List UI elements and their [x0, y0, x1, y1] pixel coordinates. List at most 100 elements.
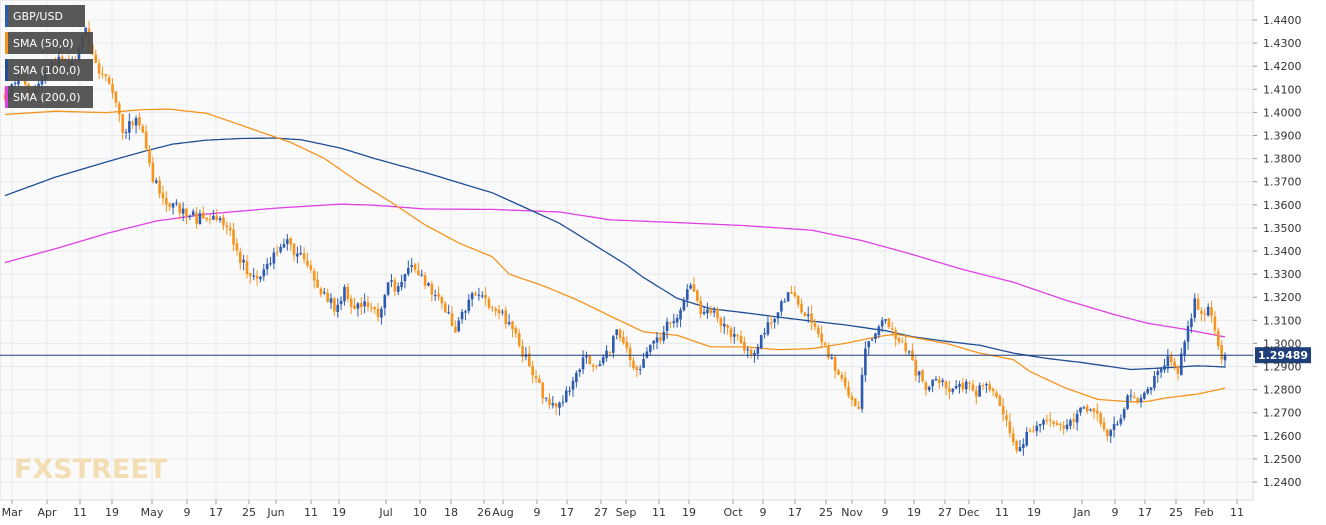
legend-item: SMA (50,0)	[5, 32, 93, 54]
candle	[1011, 427, 1015, 446]
candle	[769, 315, 773, 330]
candle	[786, 291, 790, 303]
y-tick-label: 1.3900	[1263, 130, 1302, 143]
candle	[430, 280, 434, 302]
candle	[262, 264, 266, 281]
candle	[1193, 293, 1197, 322]
candle	[709, 305, 713, 316]
candle	[1065, 419, 1069, 432]
candle	[1062, 421, 1065, 435]
candle	[669, 321, 672, 328]
candle	[101, 66, 104, 79]
candle	[141, 124, 145, 133]
candle	[897, 336, 901, 345]
candle	[618, 328, 622, 342]
x-tick-label: 9	[534, 506, 541, 519]
candle	[1153, 371, 1156, 391]
candle	[662, 325, 666, 344]
candle	[544, 397, 548, 402]
legend-item: GBP/USD	[5, 5, 85, 27]
candle	[443, 301, 447, 313]
y-tick-label: 1.2600	[1263, 430, 1302, 443]
candle	[255, 270, 259, 286]
candle	[729, 325, 733, 344]
candle	[1119, 414, 1123, 427]
candle	[259, 275, 262, 283]
candle	[1186, 320, 1190, 350]
candle	[887, 317, 891, 329]
x-tick-label: 11	[995, 506, 1009, 519]
y-tick-label: 1.2400	[1263, 476, 1302, 489]
x-tick-label: Sep	[616, 506, 637, 519]
legend-label: SMA (200,0)	[13, 91, 81, 104]
candle	[427, 282, 430, 287]
candle	[410, 258, 413, 273]
candle	[763, 327, 766, 339]
candle	[1146, 386, 1149, 396]
candle	[1106, 428, 1109, 442]
candle	[558, 401, 561, 416]
candle	[376, 302, 380, 323]
candle	[759, 334, 763, 350]
candle	[188, 214, 192, 221]
x-tick-label: May	[141, 506, 164, 519]
y-tick-label: 1.2700	[1263, 407, 1302, 420]
y-tick-label: 1.3700	[1263, 176, 1302, 189]
candle	[218, 216, 222, 223]
candle	[272, 247, 276, 270]
candle	[238, 247, 242, 270]
candle	[228, 222, 232, 237]
candle	[696, 289, 699, 304]
candle	[198, 209, 202, 225]
candle	[1216, 327, 1220, 350]
candle	[205, 217, 208, 222]
candle	[1099, 411, 1102, 427]
candle	[954, 380, 958, 390]
candle	[1095, 403, 1099, 422]
candle	[820, 325, 823, 349]
candle	[417, 262, 420, 277]
candle	[1045, 414, 1049, 425]
candle	[753, 349, 756, 363]
x-tick-label: 18	[444, 506, 458, 519]
candle	[302, 247, 306, 264]
x-tick-label: 17	[788, 506, 802, 519]
candle	[94, 49, 98, 64]
candle	[484, 287, 487, 306]
candle	[1112, 416, 1116, 438]
candle	[833, 355, 837, 379]
candle	[289, 236, 292, 252]
candle	[793, 285, 797, 299]
legend-label: SMA (50,0)	[13, 37, 74, 50]
y-tick-label: 1.4400	[1263, 14, 1302, 27]
candle	[974, 385, 978, 405]
candle	[215, 209, 219, 222]
candle	[1005, 409, 1008, 427]
candle	[1085, 403, 1089, 415]
candle	[514, 325, 518, 338]
candle	[938, 376, 941, 389]
candle	[803, 311, 807, 317]
y-tick-label: 1.2800	[1263, 384, 1302, 397]
candle	[208, 214, 212, 225]
x-tick-label: 9	[760, 506, 767, 519]
candle	[588, 354, 592, 365]
candle	[817, 324, 820, 338]
candle	[1149, 387, 1153, 395]
candle	[497, 305, 501, 320]
candle	[420, 269, 424, 277]
candle	[877, 324, 881, 339]
candle	[235, 238, 239, 256]
candle	[249, 272, 252, 284]
candle	[766, 316, 770, 337]
x-tick-label: 17	[209, 506, 223, 519]
candle	[964, 379, 968, 394]
candle	[564, 386, 568, 404]
candle	[1196, 293, 1200, 311]
y-tick-label: 1.4100	[1263, 83, 1302, 96]
x-tick-label: 11	[652, 506, 666, 519]
candle	[275, 245, 279, 257]
candle	[1069, 418, 1072, 430]
candle	[306, 252, 309, 268]
